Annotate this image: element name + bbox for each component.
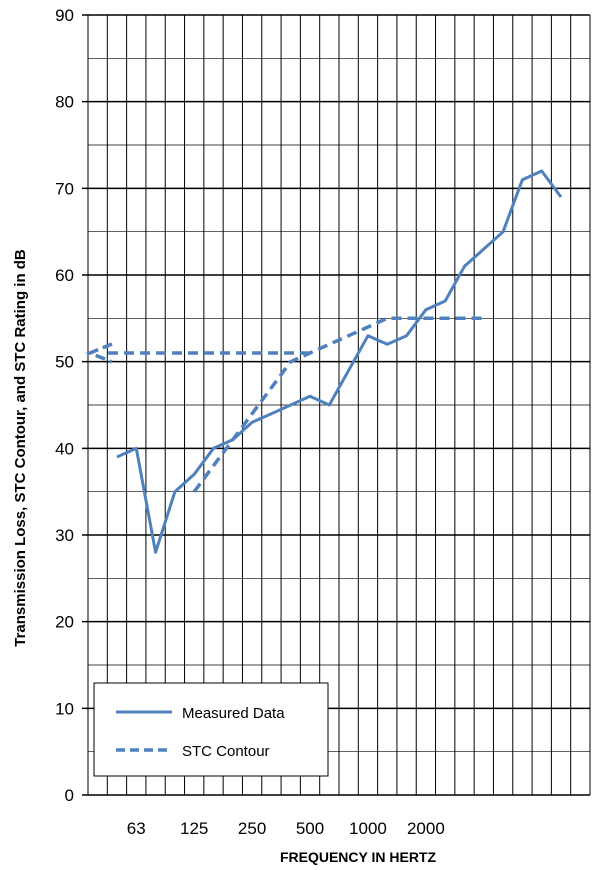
y-tick-label: 60	[55, 266, 74, 285]
major-grid	[82, 14, 591, 796]
series-lines	[85, 169, 563, 554]
legend-label-measured: Measured Data	[182, 705, 285, 722]
x-tick-label: 2000	[407, 819, 445, 838]
y-tick-label: 50	[55, 353, 74, 372]
y-tick-label: 90	[55, 6, 74, 25]
stc-rating-arrow-head	[85, 342, 113, 364]
y-axis-label: Transmission Loss, STC Contour, and STC …	[12, 249, 29, 647]
x-tick-label: 63	[127, 819, 146, 838]
legend: Measured Data STC Contour	[93, 682, 329, 777]
x-axis-label: FREQUENCY IN HERTZ	[280, 849, 437, 865]
y-tick-label: 0	[65, 786, 74, 805]
measured-data-line	[116, 169, 563, 554]
legend-box	[93, 682, 329, 777]
y-tick-label: 80	[55, 93, 74, 112]
legend-label-stc: STC Contour	[182, 743, 270, 760]
x-tick-label: 500	[296, 819, 324, 838]
y-tick-label: 10	[55, 699, 74, 718]
stc-contour-line	[192, 316, 484, 493]
x-tick-labels: 63 125 250 500 1000 2000	[127, 819, 445, 838]
y-tick-label: 70	[55, 179, 74, 198]
x-tick-label: 1000	[349, 819, 387, 838]
y-tick-labels: 0 10 20 30 40 50 60 70 80 90	[55, 6, 74, 805]
x-tick-label: 125	[180, 819, 208, 838]
y-tick-label: 30	[55, 526, 74, 545]
x-tick-label: 250	[238, 819, 266, 838]
y-tick-label: 20	[55, 613, 74, 632]
y-tick-label: 40	[55, 439, 74, 458]
